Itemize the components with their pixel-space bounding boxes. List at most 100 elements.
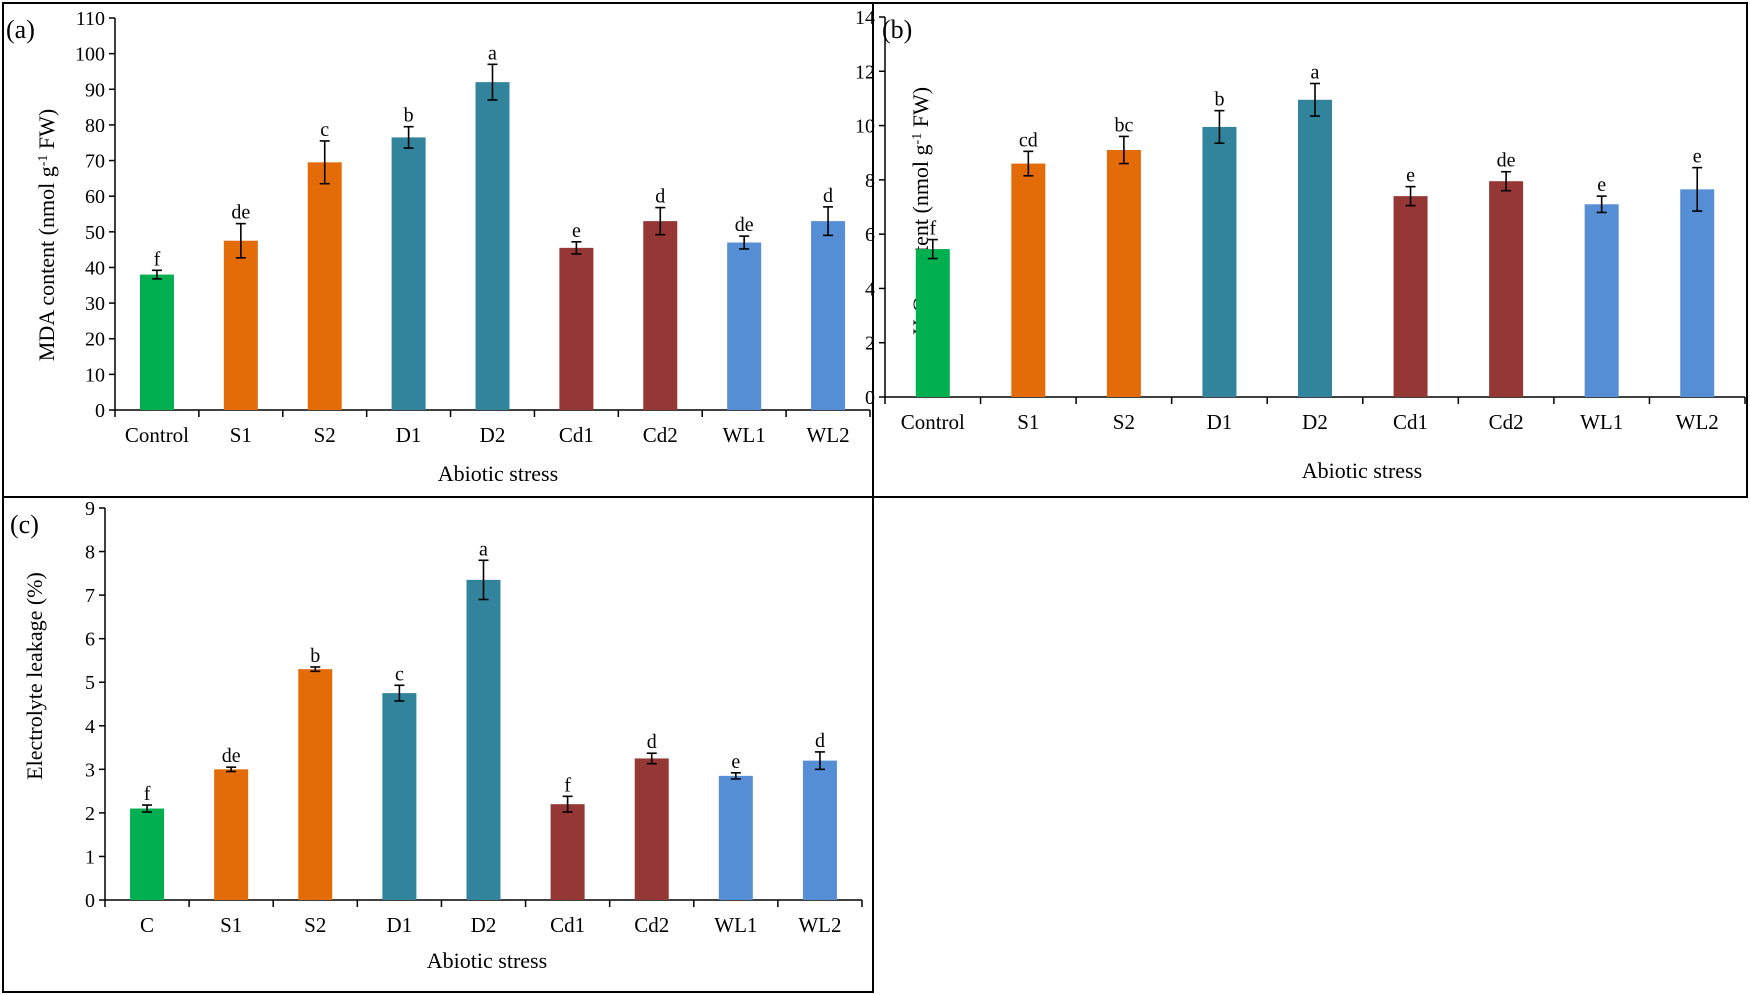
panel-c-label: (c) [10,510,39,539]
panel-b-significance-letter: e [1693,146,1702,168]
panel-c-significance-letter: d [647,731,657,753]
panel-b-y-tick-label: 10 [855,116,875,138]
panel-a-y-tick-label: 100 [75,44,105,66]
panel-a-y-tick-label: 90 [85,79,105,101]
panel-c-category-label: Cd1 [550,913,585,937]
panel-b-significance-letter: e [1597,174,1606,196]
panel-c-category-label: C [140,913,154,937]
panel-b-category-label: D2 [1302,410,1328,434]
panel-b-label: (b) [882,15,912,44]
panel-c-bar-wl2 [802,760,837,900]
panel-b-frame [872,2,1748,498]
panel-c-category-label: WL1 [714,913,757,937]
panel-b-xlabel: Abiotic stress [1302,458,1422,483]
panel-b-y-tick-label: 0 [865,387,875,409]
panel-b-bar-cd1 [1393,196,1428,397]
panel-c-bar-wl1 [718,775,753,900]
panel-c-frame [2,496,874,993]
panel-a-bar-control [139,274,174,410]
panel-c-y-tick-label: 0 [85,890,95,912]
panel-c-y-tick-label: 3 [85,759,95,781]
panel-a-significance-letter: de [735,214,754,236]
panel-a-y-tick-label: 10 [85,364,105,386]
panel-b-y-tick-label: 6 [865,224,875,246]
panel-c-xlabel: Abiotic stress [427,948,547,973]
panel-a-category-label: Control [125,423,189,447]
panel-a-ylabel: MDA content (nmol g-1 FW) [34,109,59,361]
panel-b-bar-s1 [1011,163,1046,397]
panel-c-bar-s2 [298,669,333,900]
panel-a-category-label: WL1 [723,423,766,447]
panel-c-significance-letter: b [310,645,320,667]
panel-b-y-tick-label: 2 [865,333,875,355]
panel-a-bar-s2 [307,162,342,410]
panel-b-y-tick-label: 4 [865,278,875,300]
panel-a-significance-letter: d [655,186,665,208]
panel-c-bar-s1 [214,769,249,900]
panel-b-bar-s2 [1106,150,1141,397]
panel-b-significance-letter: de [1497,150,1516,172]
panel-a-category-label: S2 [314,423,336,447]
panel-c-y-tick-label: 8 [85,542,95,564]
panel-c-bar-cd2 [634,758,669,900]
panel-c-bar-d1 [382,693,417,900]
panel-c-significance-letter: f [144,783,151,805]
panel-b-y-tick-label: 14 [855,7,875,29]
panel-a-category-label: Cd1 [559,423,594,447]
panel-b-significance-letter: e [1406,165,1415,187]
panel-c-significance-letter: f [564,774,571,796]
panel-a-y-tick-label: 110 [76,8,105,30]
panel-a-significance-letter: f [154,248,161,270]
panel-c-significance-letter: e [731,751,740,773]
panel-c-y-tick-label: 9 [85,498,95,520]
panel-c-category-label: S1 [220,913,242,937]
panel-c-bar-d2 [466,579,501,900]
panel-a-bar-s1 [223,240,258,410]
panel-a-xlabel: Abiotic stress [438,461,558,486]
panel-b-category-label: Cd1 [1393,410,1428,434]
panel-a-category-label: Cd2 [643,423,678,447]
panel-b-category-label: S2 [1113,410,1135,434]
panel-b-category-label: Control [901,410,965,434]
panel-c-y-tick-label: 1 [85,846,95,868]
panel-c-y-tick-label: 5 [85,672,95,694]
panel-a-y-tick-label: 60 [85,186,105,208]
panel-c-ylabel: Electrolyte leakage (%) [22,572,47,780]
panel-a-y-tick-label: 0 [95,400,105,422]
panel-a-significance-letter: c [320,119,329,141]
panel-b-bar-wl2 [1680,189,1715,397]
panel-a-category-label: D2 [480,423,506,447]
panel-b-bar-d1 [1202,126,1237,397]
panel-a-y-tick-label: 40 [85,257,105,279]
panel-c-category-label: D1 [387,913,413,937]
panel-c-y-tick-label: 6 [85,629,95,651]
panel-a-significance-letter: b [404,105,414,127]
panel-a-significance-letter: a [488,42,497,64]
panel-c-bar-cd1 [550,804,585,900]
panel-c-category-label: D2 [471,913,497,937]
panel-c-significance-letter: c [395,663,404,685]
panel-a-bar-cd1 [559,247,594,410]
panel-a-y-tick-label: 20 [85,329,105,351]
panel-b-y-tick-label: 12 [855,61,875,83]
panel-a-category-label: WL2 [806,423,849,447]
panel-b-significance-letter: b [1214,89,1224,111]
panel-b-category-label: D1 [1207,410,1233,434]
panel-a-plot: 0102030405060708090100110fControldeS1cS2… [75,8,871,447]
panel-a-bar-wl1 [727,242,762,410]
panel-a-significance-letter: e [572,220,581,242]
panel-b-category-label: WL2 [1676,410,1719,434]
panel-a-label: (a) [6,15,35,44]
panel-c-significance-letter: d [815,730,825,752]
panel-b-y-tick-label: 8 [865,170,875,192]
panel-c-y-tick-label: 7 [85,585,95,607]
panel-b-category-label: Cd2 [1489,410,1524,434]
panel-a-significance-letter: de [231,202,250,224]
panel-a-category-label: D1 [396,423,422,447]
panel-c-y-tick-label: 2 [85,803,95,825]
panel-b-significance-letter: f [929,218,936,240]
panel-c-category-label: Cd2 [634,913,669,937]
panel-b-bar-control [915,249,950,397]
panel-b-bar-cd2 [1489,181,1524,397]
